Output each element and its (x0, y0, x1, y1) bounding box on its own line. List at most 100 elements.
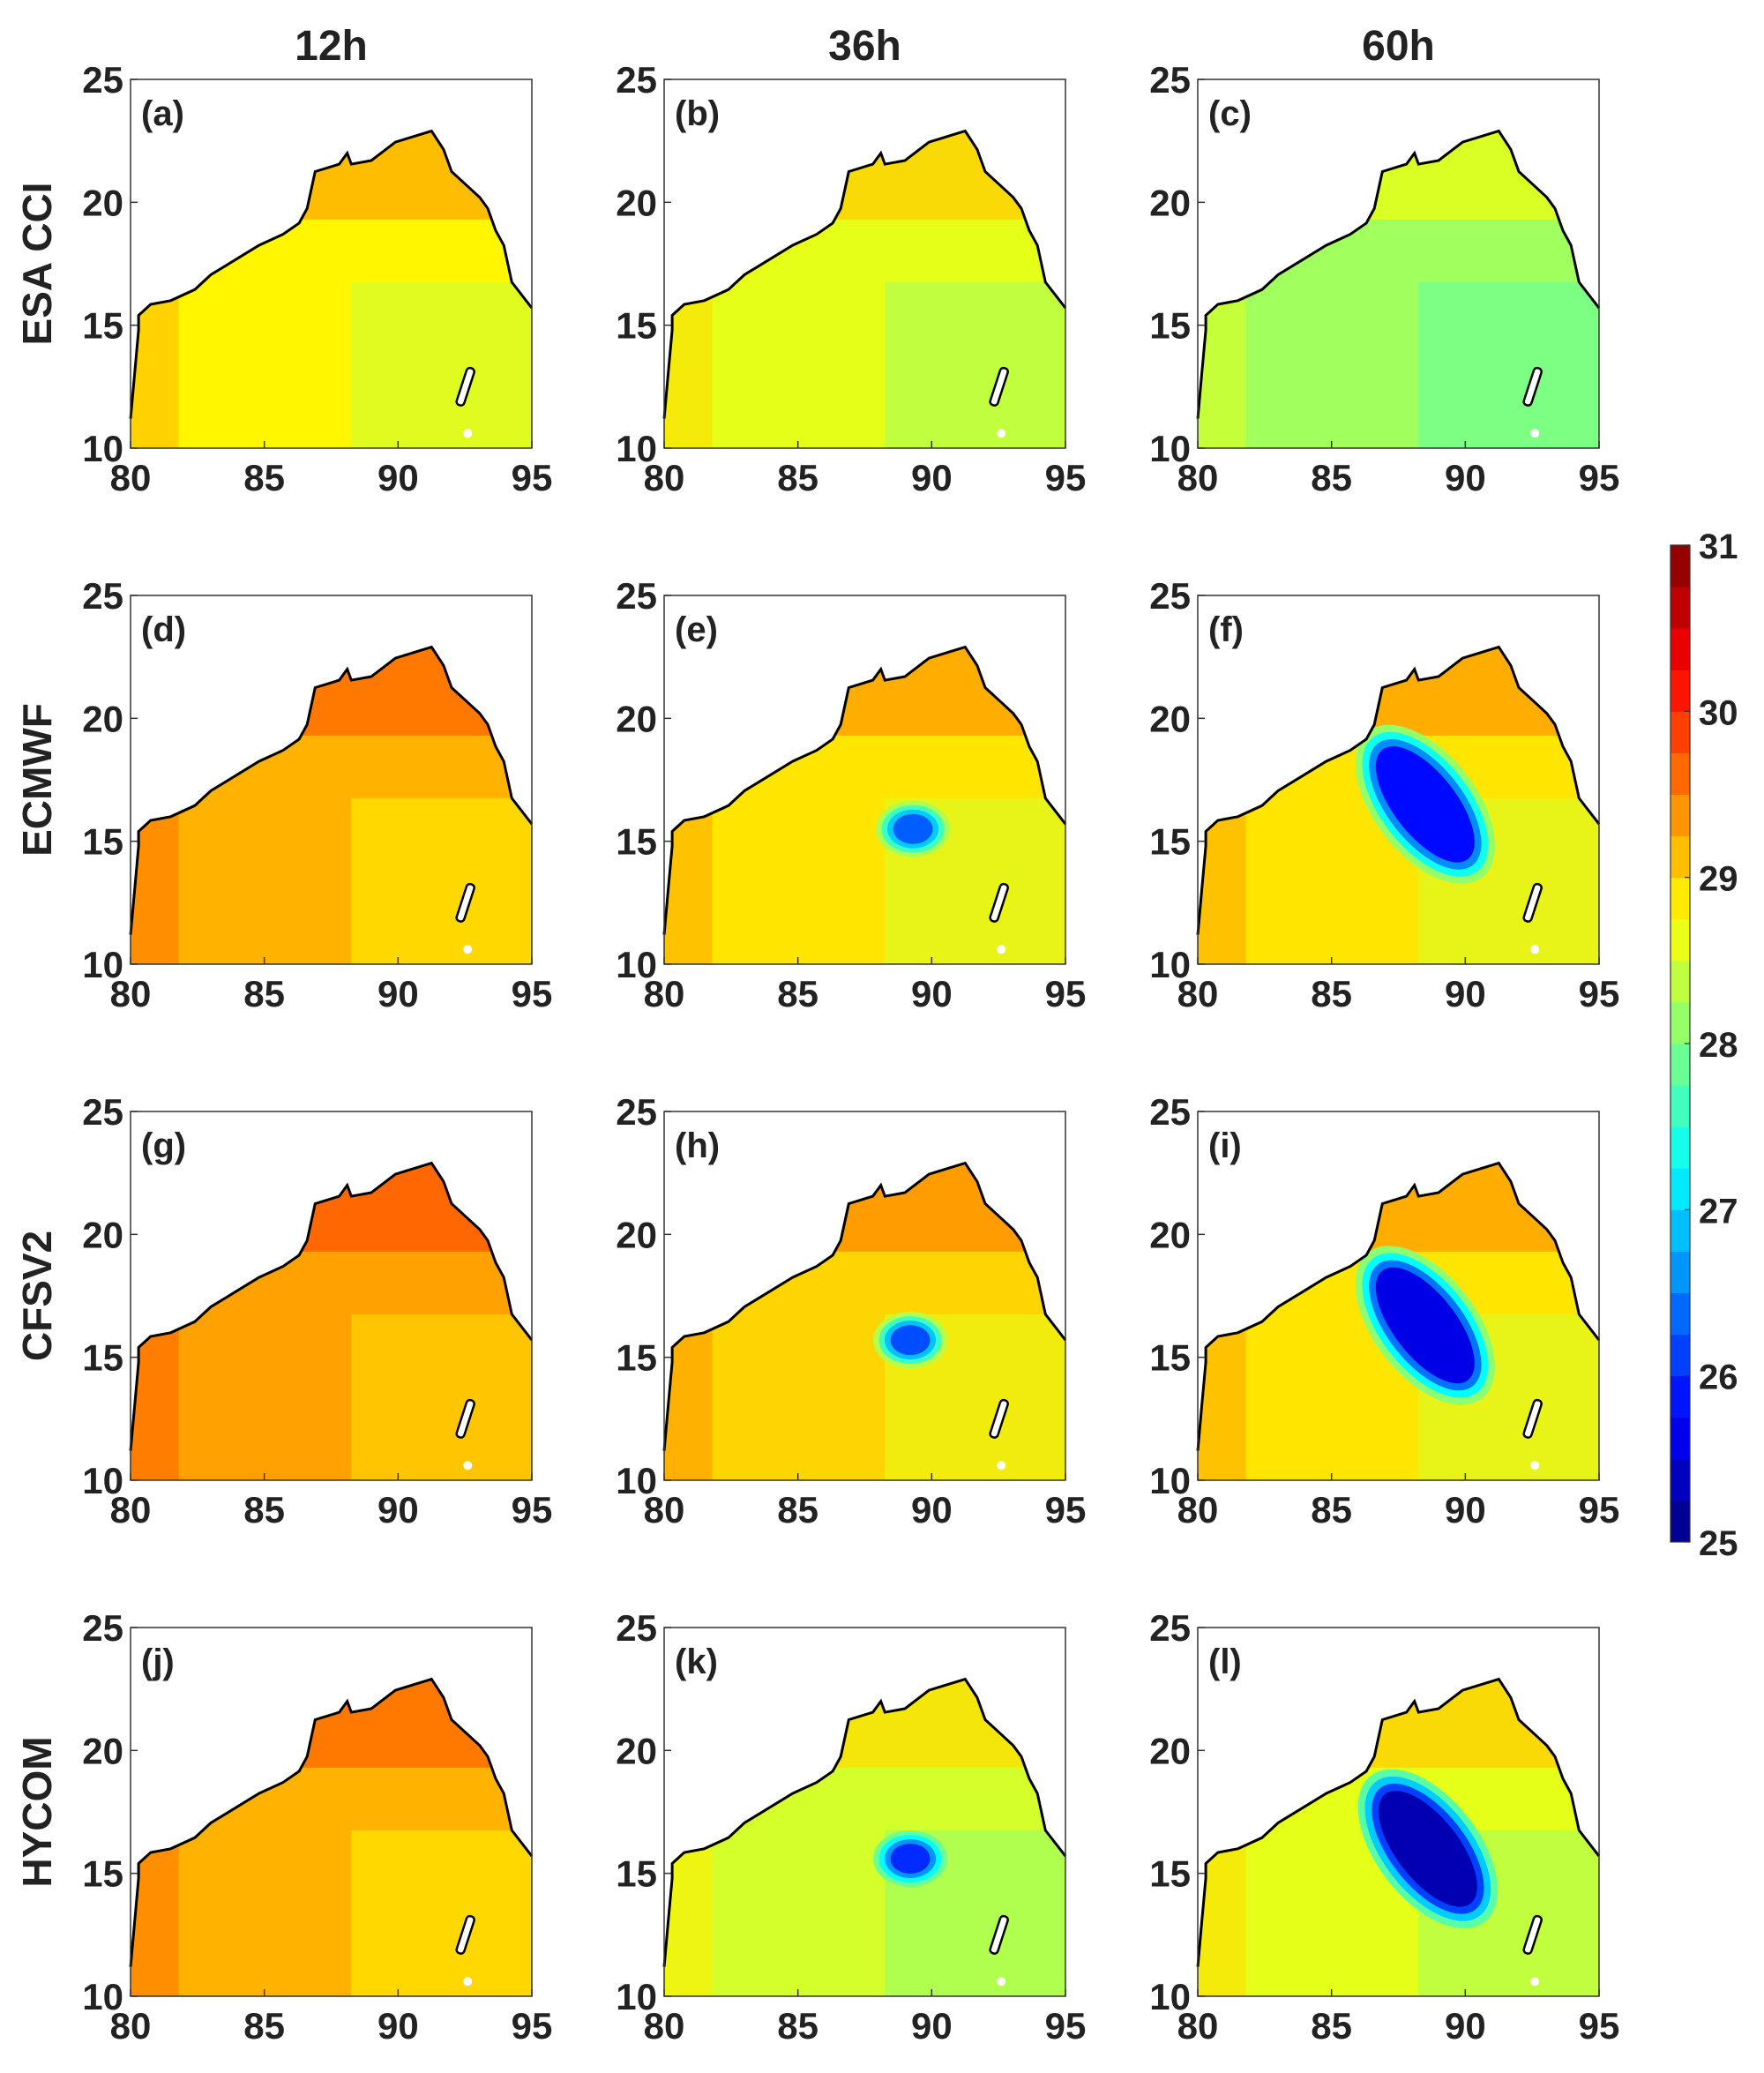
x-tick-label: 85 (1311, 973, 1352, 1014)
cool-southeast (351, 1830, 532, 1996)
warm-coastal-band (131, 1163, 532, 1252)
y-tick-label: 25 (1149, 1091, 1191, 1133)
little-andaman (1530, 1461, 1540, 1471)
little-andaman (997, 429, 1006, 438)
x-tick-label: 80 (644, 1489, 685, 1530)
colorbar-level (1671, 960, 1690, 1003)
colorbar-level (1671, 1334, 1690, 1377)
andaman-islands (1522, 882, 1543, 923)
x-tick-label: 90 (1445, 2005, 1486, 2047)
x-tick-label: 85 (1311, 457, 1352, 498)
x-tick-label: 80 (1177, 457, 1219, 498)
x-tick-label: 90 (377, 973, 419, 1014)
row-header-hycom: HYCOM (14, 1736, 60, 1887)
x-tick-label: 85 (777, 1489, 818, 1530)
panel-label: (g) (141, 1126, 186, 1165)
sst-field (664, 1679, 1065, 1996)
warm-western-band (131, 131, 179, 448)
x-tick-label: 80 (110, 457, 152, 498)
y-tick-label: 15 (1149, 1337, 1191, 1379)
x-tick-label: 90 (911, 973, 953, 1014)
colorbar-level (1671, 1500, 1690, 1543)
y-tick-label: 25 (1149, 1607, 1191, 1649)
warm-coastal-band (1198, 1679, 1599, 1768)
little-andaman (463, 429, 473, 438)
coastline (129, 1677, 534, 1967)
warm-coastal-band (664, 131, 1065, 220)
cold-wake (1378, 1791, 1477, 1907)
colorbar-level (1671, 1417, 1690, 1460)
warm-coastal-band (131, 1679, 532, 1768)
x-tick-label: 95 (1579, 1489, 1620, 1530)
y-tick-label: 25 (82, 1607, 123, 1649)
andaman-islands (1522, 1914, 1543, 1955)
cool-southeast (1418, 281, 1599, 448)
cold-wake (1375, 746, 1475, 863)
colorbar-level (1671, 877, 1690, 920)
coastline (1196, 129, 1601, 419)
coastline (1196, 1161, 1601, 1451)
y-tick-label: 20 (82, 698, 123, 739)
warm-western-band (664, 647, 713, 964)
y-tick-label: 15 (1149, 305, 1191, 347)
x-tick-label: 80 (110, 2005, 152, 2047)
panel-label: (d) (141, 610, 186, 649)
colorbar-tick-label: 28 (1699, 1026, 1738, 1065)
y-tick-label: 20 (1149, 1214, 1191, 1255)
panel-grid: 12h 36h 60h ESA CCI ECMWF CFSV2 HYCOM (a) 80 85 90… (14, 23, 1619, 2047)
warm-western-band (131, 1679, 179, 1996)
panel-frame (1197, 595, 1600, 965)
panel-label: (c) (1208, 94, 1252, 133)
warm-coastal-band (664, 1163, 1065, 1252)
y-tick-label: 15 (1149, 821, 1191, 863)
sst-field (131, 1163, 532, 1480)
warm-coastal-band (1198, 131, 1599, 220)
sst-field (131, 1679, 532, 1996)
sst-field (664, 647, 1065, 964)
sst-field (664, 131, 1065, 448)
y-tick-label: 20 (1149, 698, 1191, 739)
warm-coastal-band (131, 647, 532, 736)
panel-e: (e) 80 85 90 95 10 15 20 25 (616, 575, 1086, 1014)
andaman-islands (989, 1914, 1009, 1955)
panel-label: (h) (675, 1126, 720, 1165)
little-andaman (997, 945, 1006, 954)
colorbar: 25 26 27 28 29 30 31 (1670, 528, 1738, 1563)
andaman-islands (455, 366, 475, 407)
andaman-islands (1522, 366, 1543, 407)
x-tick-label: 85 (777, 457, 818, 498)
y-tick-label: 10 (1149, 1976, 1191, 2017)
x-tick-label: 90 (1445, 457, 1486, 498)
x-tick-label: 80 (644, 973, 685, 1014)
x-tick-label: 90 (911, 2005, 953, 2047)
y-tick-label: 20 (616, 182, 657, 223)
x-tick-label: 90 (377, 2005, 419, 2047)
cool-southeast (351, 281, 532, 448)
y-tick-label: 15 (82, 305, 123, 347)
y-tick-label: 10 (616, 428, 657, 469)
y-tick-label: 10 (616, 1976, 657, 2017)
x-tick-label: 95 (512, 973, 553, 1014)
coastline (662, 645, 1067, 935)
panel-j: (j) 80 85 90 95 10 15 20 25 (82, 1607, 552, 2047)
panel-h: (h) 80 85 90 95 10 15 20 25 (616, 1091, 1086, 1530)
andaman-islands (455, 1398, 475, 1439)
y-tick-label: 25 (82, 59, 123, 101)
colorbar-level (1671, 670, 1690, 712)
x-tick-label: 80 (1177, 1489, 1219, 1530)
coastline (662, 1161, 1067, 1451)
colorbar-level (1671, 1458, 1690, 1501)
warm-western-band (664, 1163, 713, 1480)
y-tick-label: 15 (616, 305, 657, 347)
colorbar-tick-label: 25 (1699, 1524, 1738, 1563)
warm-coastal-band (664, 1679, 1065, 1768)
cold-wake (1375, 1267, 1475, 1384)
warm-coastal-band (1198, 1163, 1599, 1252)
y-tick-label: 25 (82, 1091, 123, 1133)
y-tick-label: 20 (1149, 1730, 1191, 1771)
andaman-islands (455, 1914, 475, 1955)
y-tick-label: 20 (82, 1214, 123, 1255)
sst-field (1198, 131, 1599, 448)
little-andaman (463, 1461, 473, 1471)
panel-label: (l) (1208, 1643, 1242, 1681)
